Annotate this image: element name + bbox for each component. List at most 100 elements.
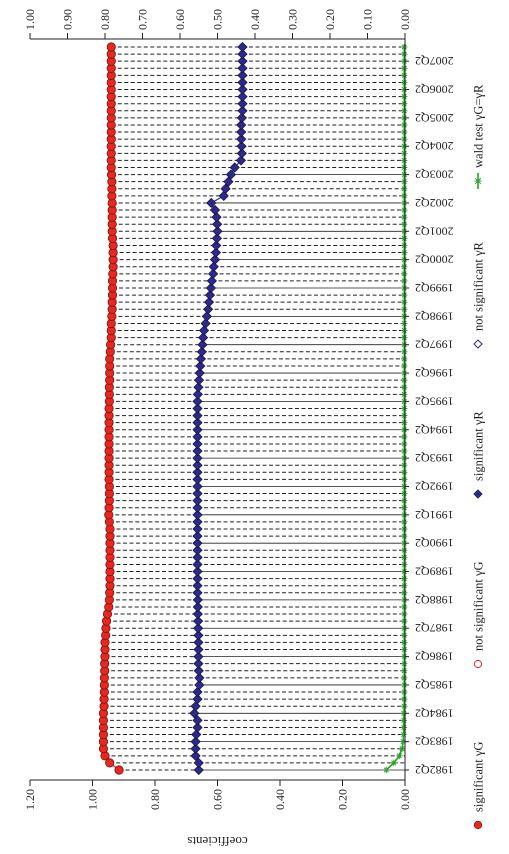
point-significant-gamma-r [203, 297, 215, 308]
axes-group: 0.00 0.20 0.40 0.60 0.80 1.00 1.20 0.00 0.10 0.20… [23, 9, 454, 849]
legend-entry: wald test γG=γR [472, 84, 486, 189]
point-significant-gamma-r [237, 84, 248, 95]
x-tick-label: 1993Q2 [415, 451, 454, 465]
point-significant-gamma-r [212, 226, 223, 237]
y-right-tick-label: 0.60 [173, 9, 187, 30]
y-left-tick-label: 1.20 [23, 789, 37, 810]
point-wald-test [401, 171, 408, 178]
point-wald-test [401, 150, 408, 157]
point-significant-gamma-r [190, 701, 201, 712]
point-significant-gamma-r [191, 729, 202, 740]
y-left-tick-label: 0.40 [273, 789, 287, 810]
point-significant-gamma-g [114, 765, 124, 775]
point-significant-gamma-r [237, 105, 248, 116]
point-significant-gamma-r [192, 715, 203, 726]
point-significant-gamma-r [237, 41, 248, 53]
point-significant-gamma-r [193, 757, 204, 769]
point-wald-test [401, 128, 408, 136]
point-wald-test [401, 674, 408, 682]
point-significant-gamma-r [211, 240, 222, 251]
point-wald-test [401, 50, 408, 58]
point-significant-gamma-r [190, 750, 201, 761]
point-wald-test [401, 376, 408, 384]
point-significant-gamma-r [192, 467, 203, 478]
x-tick-label: 2001Q2 [415, 224, 454, 238]
point-wald-test [401, 107, 408, 114]
point-significant-gamma-r [206, 197, 217, 209]
point-significant-gamma-r [192, 594, 203, 605]
point-significant-gamma-r [192, 686, 203, 698]
point-significant-gamma-r [192, 694, 203, 705]
point-wald-test [401, 504, 408, 511]
point-significant-gamma-r [193, 623, 204, 634]
x-tick-label: 1995Q2 [415, 394, 454, 408]
point-significant-gamma-r [237, 48, 248, 60]
point-wald-test [401, 221, 408, 228]
point-wald-test [401, 532, 408, 540]
point-significant-gamma-r [193, 665, 204, 676]
point-wald-test [401, 405, 408, 412]
point-wald-test [401, 298, 408, 306]
legend-label: not significant γR [472, 241, 486, 331]
x-tick-label: 1987Q2 [415, 621, 454, 635]
point-significant-gamma-r [225, 169, 237, 180]
point-wald-test [401, 688, 408, 696]
point-significant-gamma-r [192, 460, 203, 471]
x-tick-label: 1988Q2 [415, 593, 454, 607]
point-significant-gamma-r [208, 261, 219, 272]
legend-entry: significant γG [472, 742, 486, 830]
point-significant-gamma-r [237, 77, 248, 88]
point-wald-test [401, 575, 408, 582]
point-wald-test [401, 164, 408, 171]
point-wald-test [401, 291, 408, 299]
rotated-chart-group: 0.00 0.20 0.40 0.60 0.80 1.00 1.20 0.00 0.10 0.20… [23, 9, 486, 849]
point-significant-gamma-r [201, 311, 212, 322]
point-significant-gamma-r [237, 63, 248, 74]
point-wald-test [398, 745, 406, 752]
point-significant-gamma-r [237, 98, 248, 109]
point-wald-test [401, 646, 408, 653]
point-significant-gamma-r [209, 204, 221, 216]
point-significant-gamma-r [195, 353, 207, 364]
point-significant-gamma-r [211, 233, 222, 244]
point-wald-test [396, 752, 403, 760]
x-tick-label: 1986Q2 [415, 650, 454, 664]
y-right-tick-label: 0.50 [211, 9, 225, 30]
point-wald-test [401, 206, 408, 214]
point-significant-gamma-r [192, 538, 203, 549]
point-wald-test [390, 759, 397, 767]
point-significant-gamma-r [196, 346, 207, 357]
point-wald-test [401, 65, 408, 72]
y-left-tick-label: 0.20 [336, 789, 350, 810]
point-wald-test [401, 660, 408, 667]
point-wald-test [401, 135, 408, 143]
legend-label: wald test γG=γR [472, 84, 486, 168]
point-significant-gamma-r [192, 424, 203, 435]
point-significant-gamma-r [229, 162, 240, 173]
y-right-tick-label: 0.80 [98, 9, 112, 30]
x-tick-label: 1992Q2 [415, 479, 454, 493]
point-wald-test [383, 766, 390, 774]
point-wald-test [401, 86, 408, 93]
point-significant-gamma-r [206, 275, 217, 287]
series-group [98, 41, 408, 776]
point-significant-gamma-r [192, 488, 203, 499]
x-tick-label: 2007Q2 [415, 54, 454, 68]
x-tick-label: 1997Q2 [415, 338, 454, 352]
point-significant-gamma-r [192, 608, 203, 620]
legend-label: significant γR [472, 411, 486, 481]
point-significant-gamma-r [193, 764, 204, 776]
point-wald-test [401, 270, 408, 278]
point-significant-gamma-r [192, 587, 203, 598]
point-significant-gamma-r [203, 304, 214, 315]
point-significant-gamma-r [236, 148, 247, 159]
point-wald-test [401, 667, 408, 674]
point-wald-test [401, 589, 408, 596]
point-wald-test [401, 334, 408, 341]
point-wald-test [401, 695, 408, 703]
point-wald-test [400, 724, 408, 731]
y-right-tick-label: 0.10 [361, 9, 375, 30]
point-wald-test [401, 632, 408, 639]
point-significant-gamma-r [192, 474, 203, 485]
